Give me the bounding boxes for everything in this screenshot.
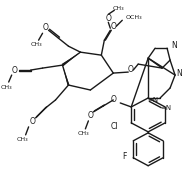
Text: O: O (127, 65, 133, 74)
Text: =N: =N (147, 97, 158, 103)
Text: CH₃: CH₃ (31, 42, 42, 47)
Polygon shape (62, 65, 69, 85)
Polygon shape (62, 52, 80, 66)
Text: CH₃: CH₃ (1, 85, 12, 90)
Text: N: N (171, 41, 177, 50)
Text: OCH₃: OCH₃ (125, 15, 142, 20)
Text: O: O (105, 14, 111, 23)
Text: Cl: Cl (111, 122, 118, 131)
Text: O: O (30, 117, 36, 126)
Text: O: O (87, 111, 93, 120)
Text: CH₃: CH₃ (112, 6, 124, 11)
Text: O: O (12, 66, 18, 75)
Text: CH₃: CH₃ (17, 137, 28, 142)
Text: CH₃: CH₃ (78, 131, 89, 136)
Text: O: O (43, 23, 49, 32)
Text: F: F (122, 152, 126, 161)
Text: O: O (110, 96, 116, 105)
Text: =N: =N (160, 105, 171, 111)
Text: O: O (110, 22, 116, 31)
Text: N: N (176, 69, 182, 78)
